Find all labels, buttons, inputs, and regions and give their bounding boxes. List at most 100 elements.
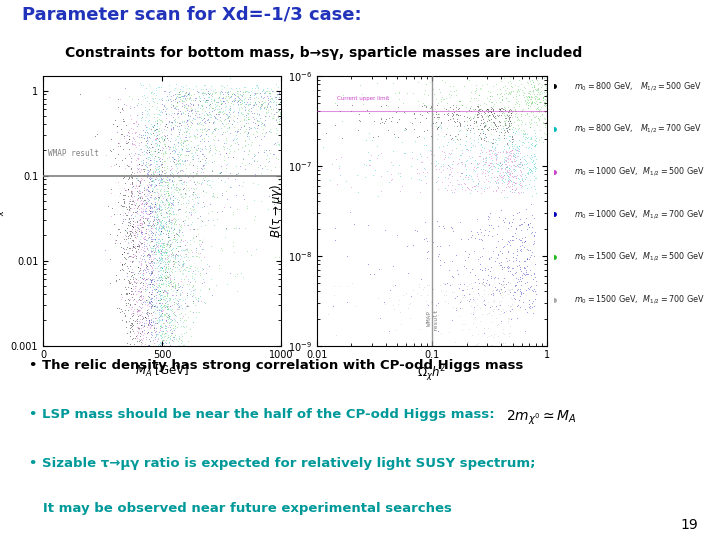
Point: [197, 167, 208, 176]
Point: [150, 203, 162, 212]
Point: [182, 253, 194, 262]
Point: [140, 313, 152, 322]
Point: [217, 110, 229, 119]
Point: [494, 157, 505, 166]
Point: [150, 330, 161, 339]
Point: [168, 155, 179, 164]
Point: [474, 227, 486, 236]
Point: [518, 188, 529, 197]
Point: [478, 286, 490, 294]
Point: [150, 294, 162, 302]
Point: [243, 88, 255, 97]
Point: [508, 137, 519, 145]
Point: [487, 333, 499, 341]
Point: [150, 142, 162, 151]
Point: [113, 192, 125, 200]
Point: [148, 157, 160, 166]
Point: [462, 253, 473, 261]
Point: [156, 328, 167, 337]
Point: [202, 137, 214, 146]
Point: [105, 162, 117, 171]
Point: [166, 118, 178, 127]
Point: [150, 200, 161, 208]
Point: [151, 133, 163, 142]
Point: [235, 103, 246, 111]
Point: [372, 141, 383, 150]
Point: [177, 185, 189, 194]
Point: [129, 141, 140, 150]
Point: [197, 162, 209, 171]
Point: [167, 180, 179, 188]
Point: [155, 229, 166, 238]
Point: [474, 101, 486, 110]
Point: [477, 292, 488, 300]
Point: [172, 171, 184, 179]
Point: [221, 113, 233, 122]
Point: [160, 186, 171, 195]
Point: [503, 315, 515, 323]
Point: [161, 329, 172, 338]
Point: [114, 228, 126, 237]
Point: [438, 147, 450, 156]
Point: [155, 227, 166, 236]
Point: [154, 338, 166, 347]
Point: [525, 115, 536, 124]
Point: [431, 301, 442, 309]
Point: [163, 212, 174, 220]
Point: [492, 237, 504, 246]
Point: [145, 237, 157, 245]
Point: [425, 120, 436, 129]
Point: [174, 258, 185, 266]
Point: [122, 233, 134, 242]
Point: [155, 107, 166, 116]
Point: [170, 121, 181, 130]
Point: [156, 146, 167, 154]
Point: [145, 125, 156, 133]
Point: [454, 122, 466, 130]
Point: [143, 240, 155, 249]
Point: [138, 126, 149, 135]
Point: [541, 95, 552, 104]
Point: [181, 146, 192, 155]
Point: [176, 165, 187, 174]
Point: [264, 192, 275, 200]
Point: [160, 267, 171, 276]
Point: [160, 157, 171, 165]
Point: [186, 149, 198, 158]
Point: [156, 94, 167, 103]
Point: [134, 160, 145, 168]
Point: [148, 203, 160, 212]
Point: [153, 256, 165, 265]
Point: [114, 108, 125, 117]
Point: [167, 198, 179, 207]
Point: [197, 274, 209, 283]
Point: [150, 180, 162, 189]
Point: [137, 199, 148, 207]
Point: [178, 116, 189, 125]
Point: [124, 294, 135, 303]
Point: [526, 94, 537, 103]
Point: [162, 237, 174, 246]
Point: [182, 248, 194, 256]
Point: [146, 221, 158, 230]
Point: [415, 176, 427, 184]
Point: [143, 299, 154, 307]
Point: [120, 285, 132, 294]
Point: [507, 127, 518, 136]
Point: [436, 162, 447, 171]
Point: [143, 111, 155, 120]
Point: [174, 302, 185, 310]
Point: [135, 288, 146, 296]
Point: [156, 251, 168, 259]
Point: [228, 95, 240, 104]
Point: [153, 200, 165, 209]
Point: [154, 157, 166, 165]
Point: [181, 244, 193, 252]
Point: [163, 110, 175, 118]
Point: [151, 117, 163, 125]
Point: [495, 173, 507, 181]
Point: [152, 226, 163, 235]
Point: [521, 254, 533, 263]
Point: [235, 99, 247, 108]
Point: [529, 165, 541, 173]
